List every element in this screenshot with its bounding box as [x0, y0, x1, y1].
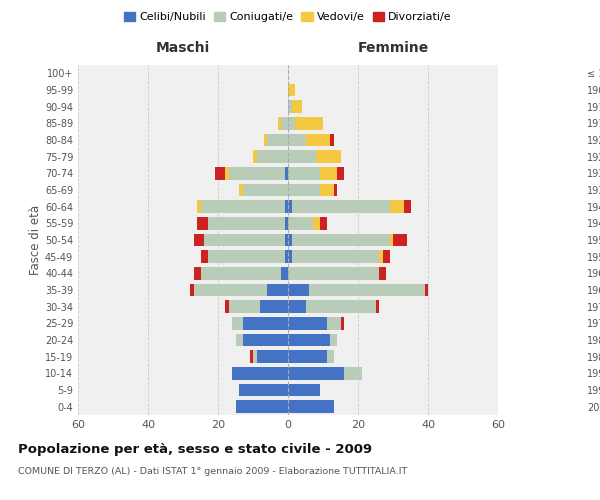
Bar	[190, 284, 193, 296]
Bar	[334, 184, 337, 196]
Bar	[288, 250, 292, 263]
Bar	[288, 184, 320, 196]
Bar	[242, 317, 288, 330]
Bar	[193, 234, 204, 246]
Bar	[257, 150, 288, 163]
Bar	[288, 400, 334, 413]
Bar	[288, 317, 326, 330]
Bar	[404, 200, 410, 213]
Bar	[330, 134, 334, 146]
Bar	[376, 300, 379, 313]
Bar	[316, 150, 341, 163]
Bar	[277, 117, 281, 130]
Text: Popolazione per età, sesso e stato civile - 2009: Popolazione per età, sesso e stato civil…	[18, 442, 372, 456]
Bar	[193, 267, 200, 280]
Bar	[204, 234, 284, 246]
Bar	[281, 117, 288, 130]
Bar	[288, 284, 309, 296]
Bar	[197, 200, 200, 213]
Bar	[425, 284, 428, 296]
Bar	[284, 200, 288, 213]
Bar	[389, 234, 393, 246]
Bar	[389, 200, 404, 213]
Bar	[341, 317, 344, 330]
Bar	[288, 350, 326, 363]
Bar	[208, 250, 284, 263]
Bar	[393, 234, 407, 246]
Bar	[320, 167, 337, 179]
Bar	[284, 217, 288, 230]
Bar	[284, 250, 288, 263]
Bar	[288, 200, 292, 213]
Bar	[197, 217, 208, 230]
Bar	[260, 300, 288, 313]
Bar	[330, 334, 337, 346]
Bar	[326, 317, 341, 330]
Bar	[288, 334, 330, 346]
Bar	[292, 250, 379, 263]
Bar	[242, 184, 288, 196]
Legend: Celibi/Nubili, Coniugati/e, Vedovi/e, Divorziati/e: Celibi/Nubili, Coniugati/e, Vedovi/e, Di…	[120, 8, 456, 27]
Bar	[239, 184, 242, 196]
Bar	[232, 317, 242, 330]
Bar	[288, 167, 320, 179]
Bar	[215, 167, 225, 179]
Y-axis label: Fasce di età: Fasce di età	[29, 205, 42, 275]
Bar	[305, 300, 376, 313]
Bar	[305, 134, 330, 146]
Bar	[379, 267, 386, 280]
Bar	[320, 217, 326, 230]
Bar	[250, 350, 253, 363]
Bar	[326, 350, 334, 363]
Bar	[292, 100, 302, 113]
Bar	[284, 234, 288, 246]
Bar	[320, 184, 334, 196]
Bar	[288, 134, 305, 146]
Bar	[292, 200, 389, 213]
Bar	[383, 250, 389, 263]
Bar	[288, 367, 344, 380]
Bar	[344, 367, 361, 380]
Bar	[257, 350, 288, 363]
Bar	[235, 334, 242, 346]
Bar	[288, 84, 295, 96]
Bar	[200, 267, 281, 280]
Bar	[313, 217, 320, 230]
Bar	[292, 234, 389, 246]
Bar	[239, 384, 288, 396]
Bar	[288, 100, 292, 113]
Bar	[200, 200, 284, 213]
Bar	[281, 267, 288, 280]
Bar	[232, 367, 288, 380]
Bar	[229, 167, 284, 179]
Bar	[242, 334, 288, 346]
Bar	[288, 384, 320, 396]
Bar	[229, 300, 260, 313]
Bar	[235, 400, 288, 413]
Text: COMUNE DI TERZO (AL) - Dati ISTAT 1° gennaio 2009 - Elaborazione TUTTITALIA.IT: COMUNE DI TERZO (AL) - Dati ISTAT 1° gen…	[18, 468, 407, 476]
Bar	[309, 284, 425, 296]
Bar	[225, 300, 229, 313]
Bar	[288, 234, 292, 246]
Bar	[263, 134, 267, 146]
Bar	[288, 300, 305, 313]
Bar	[295, 117, 323, 130]
Bar	[253, 350, 257, 363]
Bar	[267, 134, 288, 146]
Bar	[284, 167, 288, 179]
Bar	[253, 150, 257, 163]
Bar	[288, 267, 379, 280]
Text: Maschi: Maschi	[156, 41, 210, 55]
Bar	[379, 250, 383, 263]
Bar	[193, 284, 267, 296]
Bar	[288, 217, 313, 230]
Bar	[200, 250, 208, 263]
Text: Femmine: Femmine	[358, 41, 428, 55]
Bar	[337, 167, 344, 179]
Bar	[208, 217, 284, 230]
Bar	[288, 150, 316, 163]
Bar	[267, 284, 288, 296]
Bar	[288, 117, 295, 130]
Bar	[225, 167, 229, 179]
